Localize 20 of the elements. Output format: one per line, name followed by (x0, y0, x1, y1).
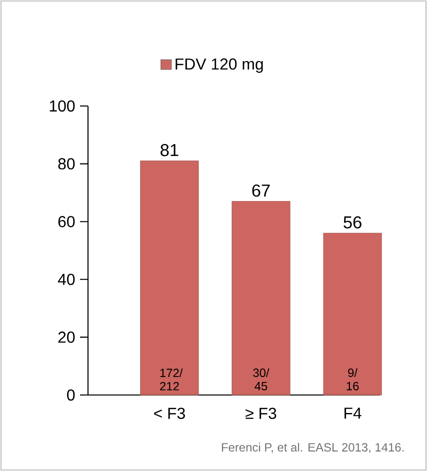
x-tick-label: F4 (344, 408, 362, 419)
x-tick-label: < F3 (154, 408, 185, 419)
y-tick-label: 20 (58, 332, 75, 343)
x-tick-label: ≥ F3 (246, 408, 276, 419)
data-label: 67 (252, 184, 270, 197)
legend-label: FDV 120 mg (176, 58, 263, 73)
y-tick-label: 100 (50, 100, 75, 112)
annotation: 172/ 212 (160, 368, 183, 390)
annotation: 9/ 16 (346, 368, 359, 390)
y-tick-label: 40 (58, 274, 75, 286)
bar (323, 232, 382, 396)
y-tick-label: 80 (58, 158, 75, 170)
y-tick-label: 0 (67, 389, 75, 401)
bar (140, 160, 199, 396)
annotation: 30/ 45 (253, 368, 270, 390)
data-label: 56 (344, 216, 362, 228)
text: Ferenci P, et al. EASL 2013, 1416. (222, 442, 404, 453)
bar (232, 201, 290, 396)
data-label: 81 (160, 144, 178, 156)
y-tick-label: 60 (58, 216, 75, 228)
